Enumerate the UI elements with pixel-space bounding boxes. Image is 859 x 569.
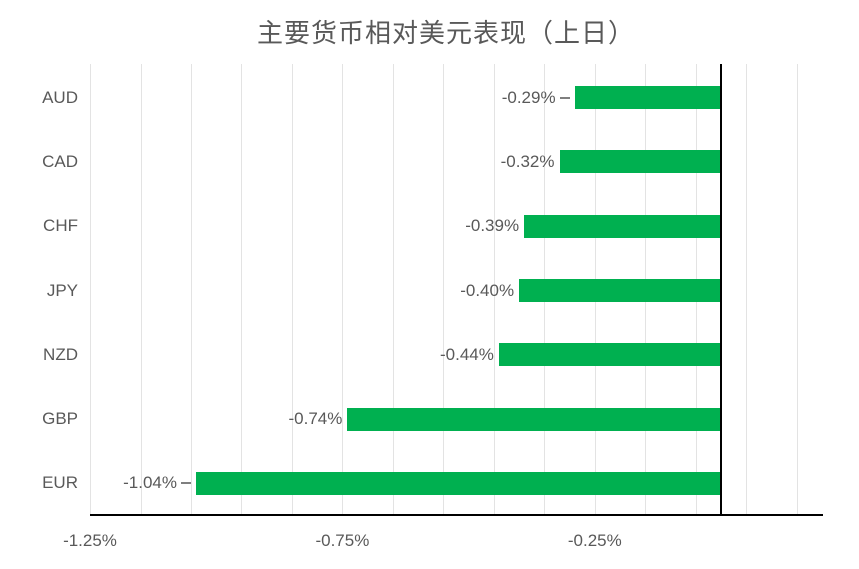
category-label-gbp: GBP <box>42 409 78 429</box>
vertical-gridline <box>191 64 192 514</box>
data-label-jpy: -0.40% <box>0 280 514 302</box>
vertical-gridline <box>291 64 293 514</box>
data-label-nzd: -0.44% <box>0 344 494 366</box>
bar-jpy <box>519 279 721 302</box>
category-label-jpy: JPY <box>46 280 78 300</box>
bar-chf <box>524 214 721 238</box>
vertical-gridline <box>342 64 344 514</box>
x-tick-label: -0.75% <box>315 531 370 550</box>
vertical-gridline <box>796 64 798 514</box>
category-label-nzd: NZD <box>43 344 78 364</box>
vertical-gridline <box>443 64 445 514</box>
vertical-gridline <box>746 64 748 514</box>
data-label-text: -0.74% <box>288 409 343 429</box>
data-label-cad: -0.32% <box>0 151 555 173</box>
data-label-text: -1.04% <box>123 473 177 493</box>
data-label-text: -0.40% <box>460 280 515 300</box>
category-label-eur: EUR <box>42 473 78 493</box>
vertical-gridline <box>90 64 91 514</box>
vertical-gridline <box>493 64 495 514</box>
bar-aud <box>574 86 721 110</box>
data-label-aud: -0.29% <box>0 87 570 109</box>
category-label-aud: AUD <box>42 87 78 107</box>
bar-cad <box>559 150 721 174</box>
bar-nzd <box>498 343 721 367</box>
x-tick-label: -1.25% <box>63 531 117 550</box>
category-label-cad: CAD <box>42 151 78 171</box>
vertical-gridline <box>241 64 243 514</box>
data-label-text: -0.29% <box>501 87 556 107</box>
data-label-chf: -0.39% <box>0 215 519 237</box>
bar-gbp <box>347 407 721 431</box>
category-label-chf: CHF <box>43 216 78 236</box>
vertical-gridline <box>392 64 394 514</box>
leader-line <box>181 482 191 485</box>
data-label-gbp: -0.74% <box>0 408 343 430</box>
vertical-gridline <box>140 64 142 514</box>
data-label-eur: -1.04% <box>0 472 191 494</box>
zero-axis-line <box>720 64 722 516</box>
data-label-text: -0.39% <box>465 216 520 236</box>
data-label-text: -0.32% <box>500 151 555 171</box>
data-label-text: -0.44% <box>440 344 494 364</box>
leader-line <box>559 96 570 99</box>
chart-title: 主要货币相对美元表现（上日） <box>256 18 635 48</box>
x-tick-label: -0.25% <box>567 531 622 550</box>
bar-eur <box>196 471 721 495</box>
x-axis-line <box>90 514 823 516</box>
